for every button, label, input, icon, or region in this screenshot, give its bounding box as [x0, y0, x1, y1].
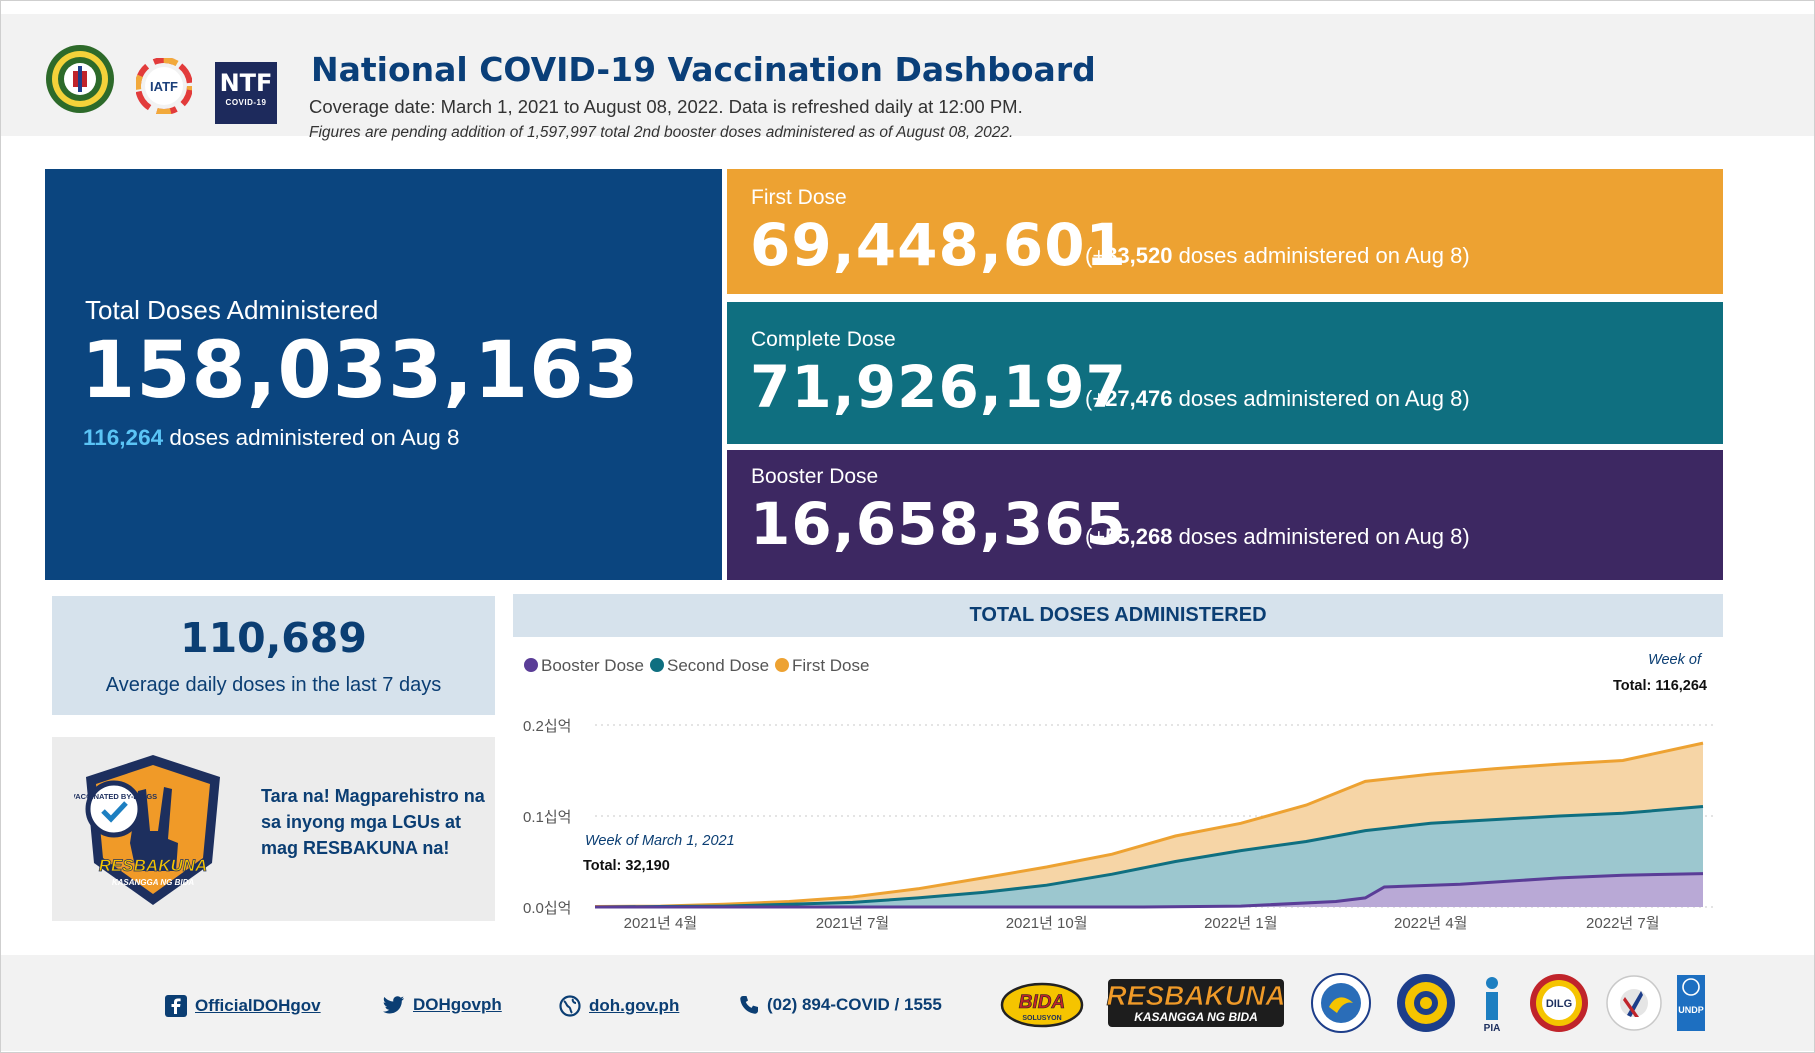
phone-icon — [740, 996, 758, 1014]
total-doses-value: 158,033,163 — [81, 326, 640, 416]
second-dose-area[interactable] — [595, 806, 1703, 908]
doh-seal-icon — [46, 45, 114, 113]
legend-marker-first — [775, 658, 789, 672]
booster-dose-area[interactable] — [595, 873, 1703, 907]
page-title: National COVID-19 Vaccination Dashboard — [311, 50, 1096, 89]
average-daily-value: 110,689 — [180, 614, 367, 662]
coverage-note: Coverage date: March 1, 2021 to August 0… — [309, 96, 1023, 117]
booster-dose-value: 16,658,365 — [750, 490, 1127, 558]
resbakuna-logo-icon: RESBAKUNA KASANGGA NG BIDA — [1106, 979, 1286, 1027]
first-dose-value: 69,448,601 — [750, 211, 1127, 279]
complete-dose-card: Complete Dose 71,926,197 (+27,476 doses … — [727, 302, 1723, 444]
resbakuna-badge-icon: VACCINATED BY-DIAGS RESBAKUNA KASANGGA N… — [74, 755, 220, 905]
chart-legend[interactable]: Booster Dose Second Dose First Dose — [524, 656, 869, 675]
total-doses-label: Total Doses Administered — [85, 295, 379, 325]
annotation-end-total: Total: 116,264 — [1613, 678, 1707, 694]
x-tick-label: 2022년 4월 — [1394, 915, 1467, 932]
ntf-logo-subtext: COVID-19 — [225, 98, 267, 107]
resbakuna-logo-text: RESBAKUNA — [1107, 980, 1286, 1011]
legend-marker-booster — [524, 658, 538, 672]
first-dose-line[interactable] — [594, 741, 1704, 908]
legend-second[interactable]: Second Dose — [667, 656, 769, 675]
first-dose-label: First Dose — [751, 186, 847, 209]
undp-logo-text: UNDP — [1678, 1005, 1704, 1015]
dilg-seal-icon: DILG — [1530, 974, 1588, 1032]
bida-logo-text: BIDA — [1019, 992, 1065, 1013]
booster-dose-line[interactable] — [595, 872, 1704, 909]
government-seal-icon — [1397, 974, 1455, 1032]
pia-logo-icon: PIA — [1484, 977, 1501, 1033]
bida-logo-icon: BIDA SOLUSYON — [1000, 982, 1084, 1028]
first-dose-card: First Dose 69,448,601 (+33,520 doses adm… — [727, 169, 1723, 294]
x-tick-label: 2022년 7월 — [1586, 915, 1659, 932]
chart-x-axis: 2021년 4월 2021년 7월 2021년 10월 2022년 1월 2022년 4… — [624, 915, 1660, 932]
footer: OfficialDOHgov DOHgovph doh.gov.ph (02) … — [1, 955, 1814, 1051]
booster-dose-label: Booster Dose — [751, 465, 879, 488]
resbakuna-promo-card: VACCINATED BY-DIAGS RESBAKUNA KASANGGA N… — [52, 737, 495, 921]
first-dose-daily: (+33,520 doses administered on Aug 8) — [1085, 243, 1470, 268]
average-daily-card: 110,689 Average daily doses in the last … — [52, 596, 495, 715]
header: IATF NTF COVID-19 National COVID-19 Vacc… — [1, 14, 1814, 141]
complete-dose-label: Complete Dose — [751, 328, 896, 351]
globe-icon — [559, 995, 581, 1017]
presidential-seal-icon — [1311, 973, 1371, 1033]
second-dose-line[interactable] — [594, 805, 1704, 909]
average-daily-label: Average daily doses in the last 7 days — [105, 674, 442, 696]
booster-dose-card: Booster Dose 16,658,365 (+55,268 doses a… — [727, 450, 1723, 580]
total-daily-line: 116,264 doses administered on Aug 8 — [83, 425, 460, 451]
y-tick-label: 0.1십억 — [523, 809, 571, 826]
twitter-handle[interactable]: DOHgovph — [413, 995, 502, 1014]
total-daily-count: 116,264 — [83, 425, 164, 450]
annotation-start-total: Total: 32,190 — [583, 858, 670, 874]
bida-logo-subtext: SOLUSYON — [1022, 1015, 1061, 1022]
ntf-logo: NTF COVID-19 — [215, 62, 277, 124]
twitter-icon — [383, 996, 404, 1014]
total-doses-chart[interactable]: Booster Dose Second Dose First Dose 0.0십… — [513, 637, 1723, 947]
agency-seal-icon — [1606, 975, 1662, 1031]
x-tick-label: 2021년 10월 — [1006, 915, 1088, 932]
facebook-link[interactable]: OfficialDOHgov — [165, 995, 321, 1017]
total-doses-card: Total Doses Administered 158,033,163 116… — [45, 169, 722, 580]
chart-header: TOTAL DOSES ADMINISTERED — [513, 594, 1723, 637]
facebook-icon — [165, 995, 187, 1017]
iatf-text: IATF — [150, 79, 178, 94]
dilg-logo-text: DILG — [1546, 998, 1572, 1010]
legend-marker-second — [650, 658, 664, 672]
x-tick-label: 2022년 1월 — [1204, 915, 1277, 932]
complete-dose-value: 71,926,197 — [750, 353, 1127, 421]
hotline-number: (02) 894-COVID / 1555 — [767, 995, 942, 1014]
chart-title: TOTAL DOSES ADMINISTERED — [969, 604, 1267, 626]
complete-dose-daily: (+27,476 doses administered on Aug 8) — [1085, 386, 1470, 411]
pia-logo-text: PIA — [1484, 1023, 1501, 1033]
total-daily-suffix: doses administered on Aug 8 — [169, 425, 460, 450]
twitter-link[interactable]: DOHgovph — [383, 995, 502, 1015]
y-tick-label: 0.0십억 — [523, 900, 571, 917]
annotation-end-week: Week of — [1648, 652, 1703, 668]
ntf-logo-text: NTF — [219, 69, 273, 97]
promo-text: Tara na! Magparehistro na sa inyong mga … — [261, 786, 485, 858]
website-url[interactable]: doh.gov.ph — [589, 996, 680, 1015]
legend-booster[interactable]: Booster Dose — [541, 656, 644, 675]
hotline[interactable]: (02) 894-COVID / 1555 — [739, 995, 942, 1015]
y-tick-label: 0.2십억 — [523, 718, 571, 735]
x-tick-label: 2021년 7월 — [816, 915, 889, 932]
badge-ring-text: VACCINATED BY-DIAGS — [74, 792, 157, 801]
website-link[interactable]: doh.gov.ph — [559, 995, 679, 1017]
chart-y-axis: 0.0십억 0.1십억 0.2십억 — [523, 718, 571, 917]
iatf-logo-icon: IATF — [136, 58, 192, 114]
undp-logo-icon: UNDP — [1677, 975, 1705, 1031]
complete-dose-daily-count: 27,476 — [1105, 386, 1173, 411]
x-tick-label: 2021년 4월 — [624, 915, 697, 932]
annotation-start-week: Week of March 1, 2021 — [585, 833, 735, 849]
resbakuna-logo-subtext: KASANGGA NG BIDA — [1134, 1010, 1258, 1024]
booster-dose-daily: (+55,268 doses administered on Aug 8) — [1085, 524, 1470, 549]
badge-title-text: RESBAKUNA — [99, 856, 208, 875]
facebook-handle[interactable]: OfficialDOHgov — [195, 996, 321, 1015]
first-dose-daily-count: 33,520 — [1105, 243, 1173, 268]
booster-dose-daily-count: 55,268 — [1105, 524, 1173, 549]
legend-first[interactable]: First Dose — [792, 656, 869, 675]
badge-subtitle-text: KASANGGA NG BIDA — [112, 878, 195, 887]
chart-areas — [594, 741, 1704, 909]
pending-note: Figures are pending addition of 1,597,99… — [309, 124, 1014, 141]
